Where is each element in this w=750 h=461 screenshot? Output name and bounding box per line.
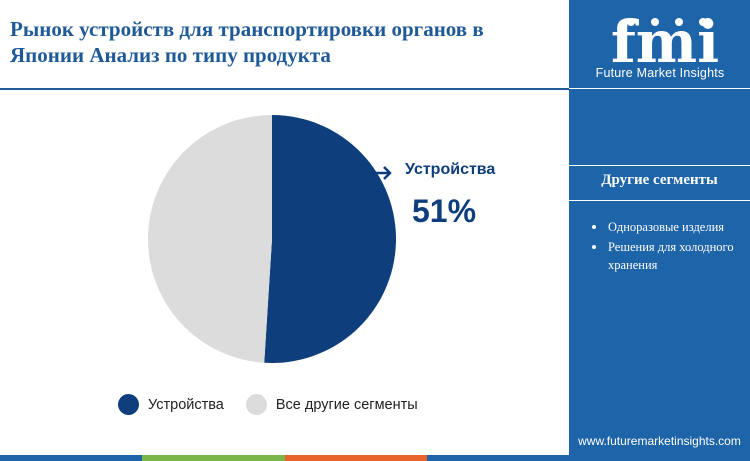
strip-segment-orange [284,455,427,461]
sidebar-divider-top [569,88,750,89]
sidebar-segment-item: Решения для холодного хранения [590,238,740,274]
pie-slice-devices [264,115,397,363]
fmi-logo: fmi [611,8,719,76]
callout-arrow-icon [374,166,392,180]
sidebar-panel [569,0,750,461]
legend-label-devices: Устройства [148,396,224,413]
title-divider [0,88,569,90]
logo-tagline: Future Market Insights [595,66,725,80]
pie-slice-other [148,115,272,363]
legend-swatch-other [245,394,267,415]
sidebar-divider-heading-top [569,165,750,166]
bottom-color-strip [0,455,569,461]
logo-globe-icon [627,18,635,26]
chart-legend: Устройства Все другие сегменты [118,394,440,415]
chart-title: Рынок устройств для транспортировки орга… [10,17,484,67]
strip-segment-green [142,455,285,461]
callout-value: 51% [412,193,477,229]
pie-chart [148,115,397,363]
strip-segment-blue-2 [426,455,569,461]
sidebar-segment-item: Одноразовые изделия [590,218,740,236]
strip-segment-blue [0,455,143,461]
logo-globe-icon [699,18,707,26]
sidebar-heading: Другие сегменты [601,172,718,188]
legend-label-other: Все другие сегменты [275,396,418,413]
sidebar-divider-heading-bottom [569,200,750,201]
callout-label: Устройства [405,161,496,178]
legend-item-devices: Устройства [118,394,224,415]
website-url: www.futuremarketinsights.com [578,434,741,448]
logo-globe-icon [651,18,659,26]
legend-swatch-devices [118,394,139,415]
logo-globe-icon [675,18,683,26]
legend-item-other: Все другие сегменты [245,394,418,415]
sidebar-segment-list: Одноразовые изделия Решения для холодног… [590,218,740,276]
